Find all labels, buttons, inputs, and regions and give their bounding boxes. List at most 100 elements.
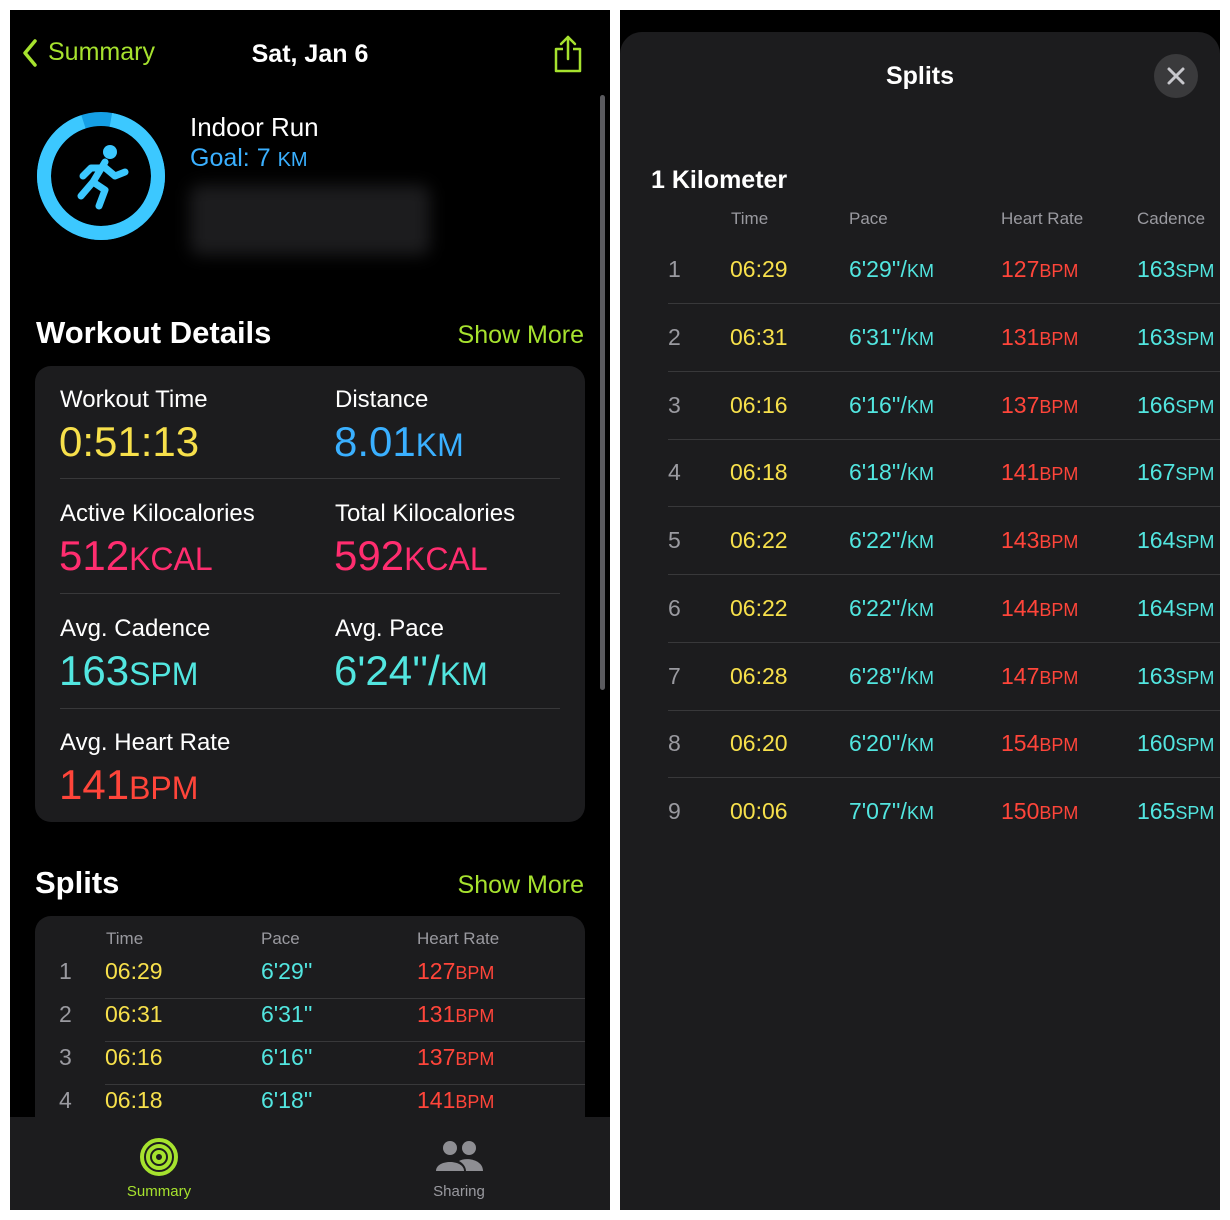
split-index: 7	[668, 663, 681, 689]
split-index: 4	[59, 1087, 72, 1113]
header-heart-rate: Heart Rate	[1001, 209, 1084, 228]
metric-label: Active Kilocalories	[60, 500, 255, 527]
split-index: 1	[668, 256, 681, 282]
split-heart-rate: 127BPM	[417, 958, 495, 984]
divider	[668, 506, 1220, 507]
split-time: 06:29	[730, 256, 788, 282]
divider	[668, 439, 1220, 440]
tab-bar: Summary Sharing	[10, 1117, 610, 1210]
metric-label: Total Kilocalories	[335, 500, 516, 527]
metric-label: Avg. Pace	[335, 615, 444, 642]
divider	[105, 998, 585, 999]
close-icon	[1167, 67, 1185, 85]
splits-card: Time Pace Heart Rate 1 06:29 6'29'' 127B…	[35, 916, 585, 1146]
total-kcal-value: 592KCAL	[334, 532, 488, 579]
split-heart-rate: 144BPM	[1001, 595, 1079, 621]
split-index: 2	[668, 324, 681, 350]
split-pace: 6'20''/KM	[849, 730, 934, 756]
split-heart-rate: 131BPM	[1001, 324, 1079, 350]
metric-label: Avg. Heart Rate	[60, 729, 231, 756]
divider	[668, 371, 1220, 372]
sheet-title: Splits	[885, 62, 955, 90]
divider	[668, 777, 1220, 778]
metric-label: Avg. Cadence	[60, 615, 211, 642]
split-time: 06:20	[730, 730, 788, 756]
split-heart-rate: 154BPM	[1001, 730, 1079, 756]
workout-details-title: Workout Details	[36, 315, 272, 350]
split-heart-rate: 127BPM	[1001, 256, 1079, 282]
split-header-heart-rate: Heart Rate	[417, 929, 500, 948]
split-time: 06:29	[105, 958, 163, 984]
split-pace: 6'22''/KM	[849, 595, 934, 621]
splits-sheet-screen: Splits 1 Kilometer Time Pace Heart Rate …	[620, 10, 1220, 1210]
split-index: 1	[59, 958, 72, 984]
split-index: 3	[59, 1044, 72, 1070]
divider	[105, 1084, 585, 1085]
divider	[668, 642, 1220, 643]
split-header-time: Time	[106, 929, 144, 948]
split-time: 06:16	[730, 392, 788, 418]
split-index: 9	[668, 798, 681, 824]
split-cadence: 163SPM	[1137, 256, 1215, 282]
split-cadence: 167SPM	[1137, 459, 1215, 485]
split-cadence: 163SPM	[1137, 663, 1215, 689]
workout-details-card: Workout Time 0:51:13 Distance 8.01KM Act…	[35, 366, 585, 822]
split-cadence: 163SPM	[1137, 324, 1215, 350]
split-pace: 6'31''/KM	[849, 324, 934, 350]
avg-heart-rate-value: 141BPM	[59, 761, 199, 808]
tab-summary[interactable]: Summary	[109, 1127, 209, 1207]
split-time: 06:22	[730, 527, 788, 553]
divider	[668, 303, 1220, 304]
divider	[60, 478, 560, 479]
workout-name: Indoor Run	[190, 112, 319, 142]
split-heart-rate: 150BPM	[1001, 798, 1079, 824]
share-icon[interactable]	[552, 34, 584, 74]
split-pace: 7'07''/KM	[849, 798, 934, 824]
tab-sharing[interactable]: Sharing	[409, 1127, 509, 1207]
split-time: 06:18	[730, 459, 788, 485]
split-heart-rate: 147BPM	[1001, 663, 1079, 689]
workout-summary-screen: Summary Sat, Jan 6 Indoor Run Goal: 7 KM…	[10, 10, 610, 1210]
split-pace: 6'18''	[261, 1087, 313, 1113]
split-time: 06:31	[730, 324, 788, 350]
avg-cadence-value: 163SPM	[59, 647, 199, 694]
divider	[60, 593, 560, 594]
split-index: 6	[668, 595, 681, 621]
distance-value: 8.01KM	[334, 418, 464, 465]
split-pace: 6'29''	[261, 958, 313, 984]
split-time: 06:18	[105, 1087, 163, 1113]
split-heart-rate: 141BPM	[1001, 459, 1079, 485]
header-pace: Pace	[849, 209, 888, 228]
header-time: Time	[731, 209, 769, 228]
close-button[interactable]	[1154, 54, 1198, 98]
tab-label: Summary	[126, 1183, 192, 1200]
divider	[668, 710, 1220, 711]
split-cadence: 164SPM	[1137, 527, 1215, 553]
splits-show-more-link[interactable]: Show More	[457, 871, 584, 899]
split-heart-rate: 141BPM	[417, 1087, 495, 1113]
split-pace: 6'22''/KM	[849, 527, 934, 553]
scrollbar[interactable]	[600, 95, 605, 690]
split-index: 8	[668, 730, 681, 756]
split-time: 06:31	[105, 1001, 163, 1027]
split-index: 2	[59, 1001, 72, 1027]
split-index: 4	[668, 459, 681, 485]
header-cadence: Cadence	[1137, 209, 1206, 228]
split-time: 06:28	[730, 663, 788, 689]
divider	[60, 708, 560, 709]
workout-goal: Goal: 7 KM	[190, 144, 308, 172]
split-unit-title: 1 Kilometer	[651, 166, 788, 194]
chevron-left-icon	[23, 38, 37, 67]
split-time: 06:22	[730, 595, 788, 621]
running-figure-icon	[37, 112, 165, 240]
split-time: 00:06	[730, 798, 788, 824]
back-button[interactable]: Summary	[22, 38, 155, 67]
people-icon	[436, 1141, 483, 1171]
split-cadence: 164SPM	[1137, 595, 1215, 621]
details-show-more-link[interactable]: Show More	[457, 321, 584, 349]
split-heart-rate: 143BPM	[1001, 527, 1079, 553]
split-heart-rate: 131BPM	[417, 1001, 495, 1027]
blurred-location	[190, 185, 430, 255]
split-cadence: 165SPM	[1137, 798, 1215, 824]
split-cadence: 166SPM	[1137, 392, 1215, 418]
